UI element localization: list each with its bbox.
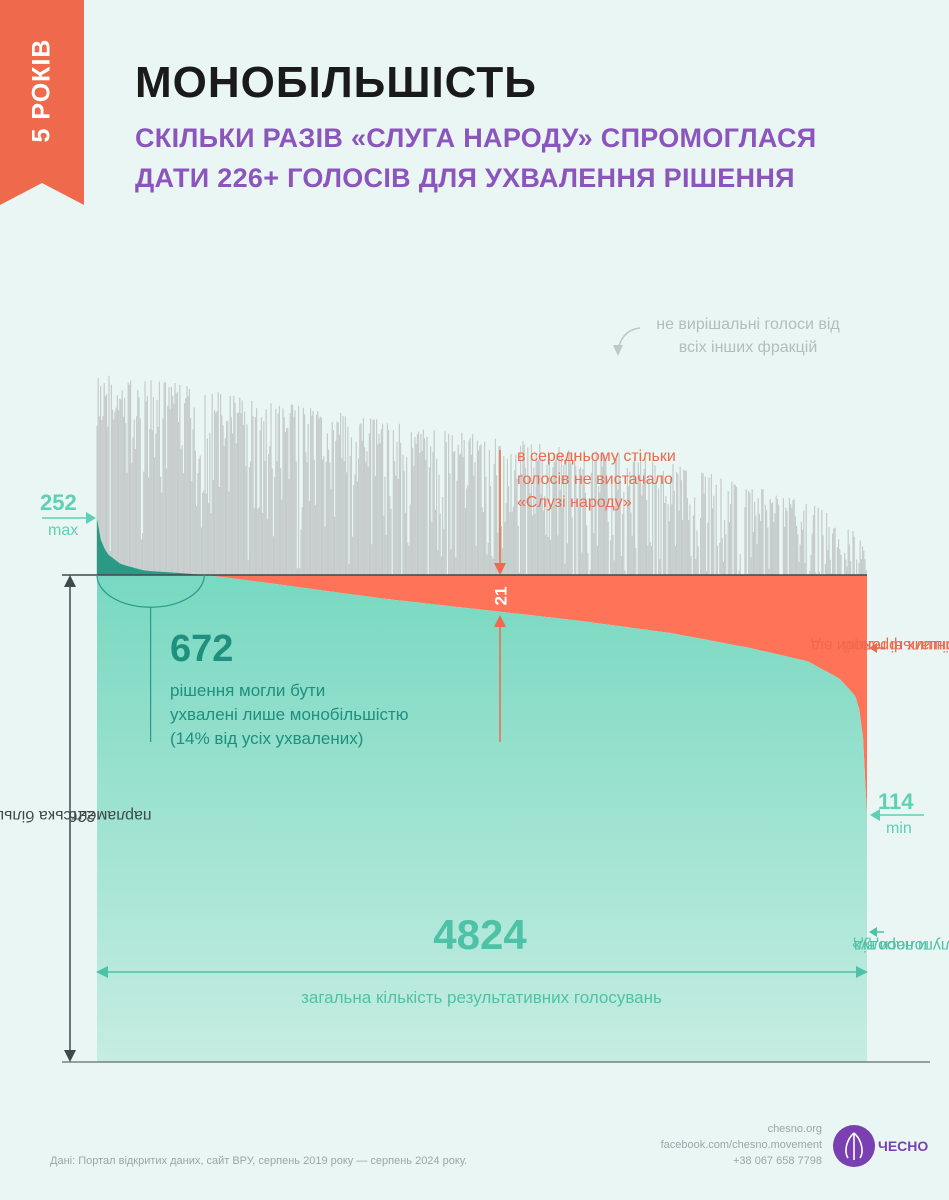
contact-facebook[interactable]: facebook.com/chesno.movement <box>660 1139 822 1151</box>
shortfall-note-line-1: в середньому стільки <box>517 448 676 465</box>
decisive-label-line-2: усіх інших фракцій <box>842 637 949 654</box>
shortfall-value-text: 21 <box>490 586 510 606</box>
monomajority-value: 672 <box>170 628 234 670</box>
subtitle-line-1: СКІЛЬКИ РАЗІВ «СЛУГА НАРОДУ» СПРОМОГЛАСЯ <box>135 123 817 153</box>
contacts: chesno.org facebook.com/chesno.movement … <box>600 1121 822 1169</box>
min-label: min <box>886 820 912 837</box>
min-pointer <box>870 809 924 821</box>
shortfall-note-line-3: «Слузі народу» <box>517 494 632 511</box>
monomajority-note-line-2: ухвалені лише монобільшістю <box>170 705 409 724</box>
monomajority-note-line-1: рішення могли бути <box>170 681 326 700</box>
ribbon-badge: 5 РОКІВ <box>0 0 84 205</box>
nondecisive-votes-area <box>96 375 867 678</box>
majority-arrow <box>64 575 76 1062</box>
shortfall-arrows <box>494 450 506 742</box>
max-value: 252 <box>40 490 77 515</box>
total-votings-label: загальна кількість результативних голосу… <box>301 988 662 1007</box>
shortfall-value: 21 <box>484 575 518 617</box>
data-source: Дані: Портал відкритих даних, сайт ВРУ, … <box>50 1155 468 1167</box>
page-title: МОНОБІЛЬШІСТЬ <box>135 58 537 107</box>
min-value: 114 <box>878 789 914 814</box>
servant-pointer <box>869 927 884 937</box>
majority-label: парламентська більшість 226 <box>0 580 152 1050</box>
grey-arrow-head <box>613 345 623 356</box>
shortfall-note-line-2: голосів не вистачало <box>517 471 673 488</box>
ribbon-shape <box>0 0 84 205</box>
total-arrow <box>96 966 868 978</box>
page-subtitle: СКІЛЬКИ РАЗІВ «СЛУГА НАРОДУ» СПРОМОГЛАСЯ… <box>135 118 816 198</box>
monomajority-note: рішення могли бути ухвалені лише монобіл… <box>170 679 409 751</box>
monomajority-area <box>97 519 205 575</box>
decisive-votes-label: вирішальні голоси від усіх інших фракцій <box>811 545 949 745</box>
servant-votes-area <box>97 519 867 1062</box>
max-label: max <box>48 522 79 539</box>
nondecisive-note-line-2: всіх інших фракцій <box>678 339 818 356</box>
monomajority-note-line-3: (14% від усіх ухвалених) <box>170 729 364 748</box>
decisive-pointer <box>869 643 884 653</box>
contact-site[interactable]: chesno.org <box>767 1123 822 1135</box>
contact-phone: +38 067 658 7798 <box>732 1155 822 1167</box>
servant-label-line-2: «Слуги народу» <box>851 937 949 954</box>
max-pointer <box>42 512 96 524</box>
nondecisive-votes-note: не вирішальні голоси від всіх інших фрак… <box>613 313 883 359</box>
subtitle-line-2: ДАТИ 226+ ГОЛОСІВ ДЛЯ УХВАЛЕННЯ РІШЕННЯ <box>135 163 795 193</box>
decisive-votes-area <box>97 575 867 817</box>
servant-votes-label: голоси від «Слуги народу» <box>852 860 949 1030</box>
total-votings-value: 4824 <box>433 911 527 958</box>
chesno-logo <box>833 1125 875 1167</box>
brand-name: ЧЕСНО <box>878 1138 929 1154</box>
shortfall-note: в середньому стільки голосів не вистачал… <box>517 445 676 514</box>
majority-value: 226 <box>68 807 96 824</box>
nondecisive-note-line-1: не вирішальні голоси від <box>656 316 840 333</box>
